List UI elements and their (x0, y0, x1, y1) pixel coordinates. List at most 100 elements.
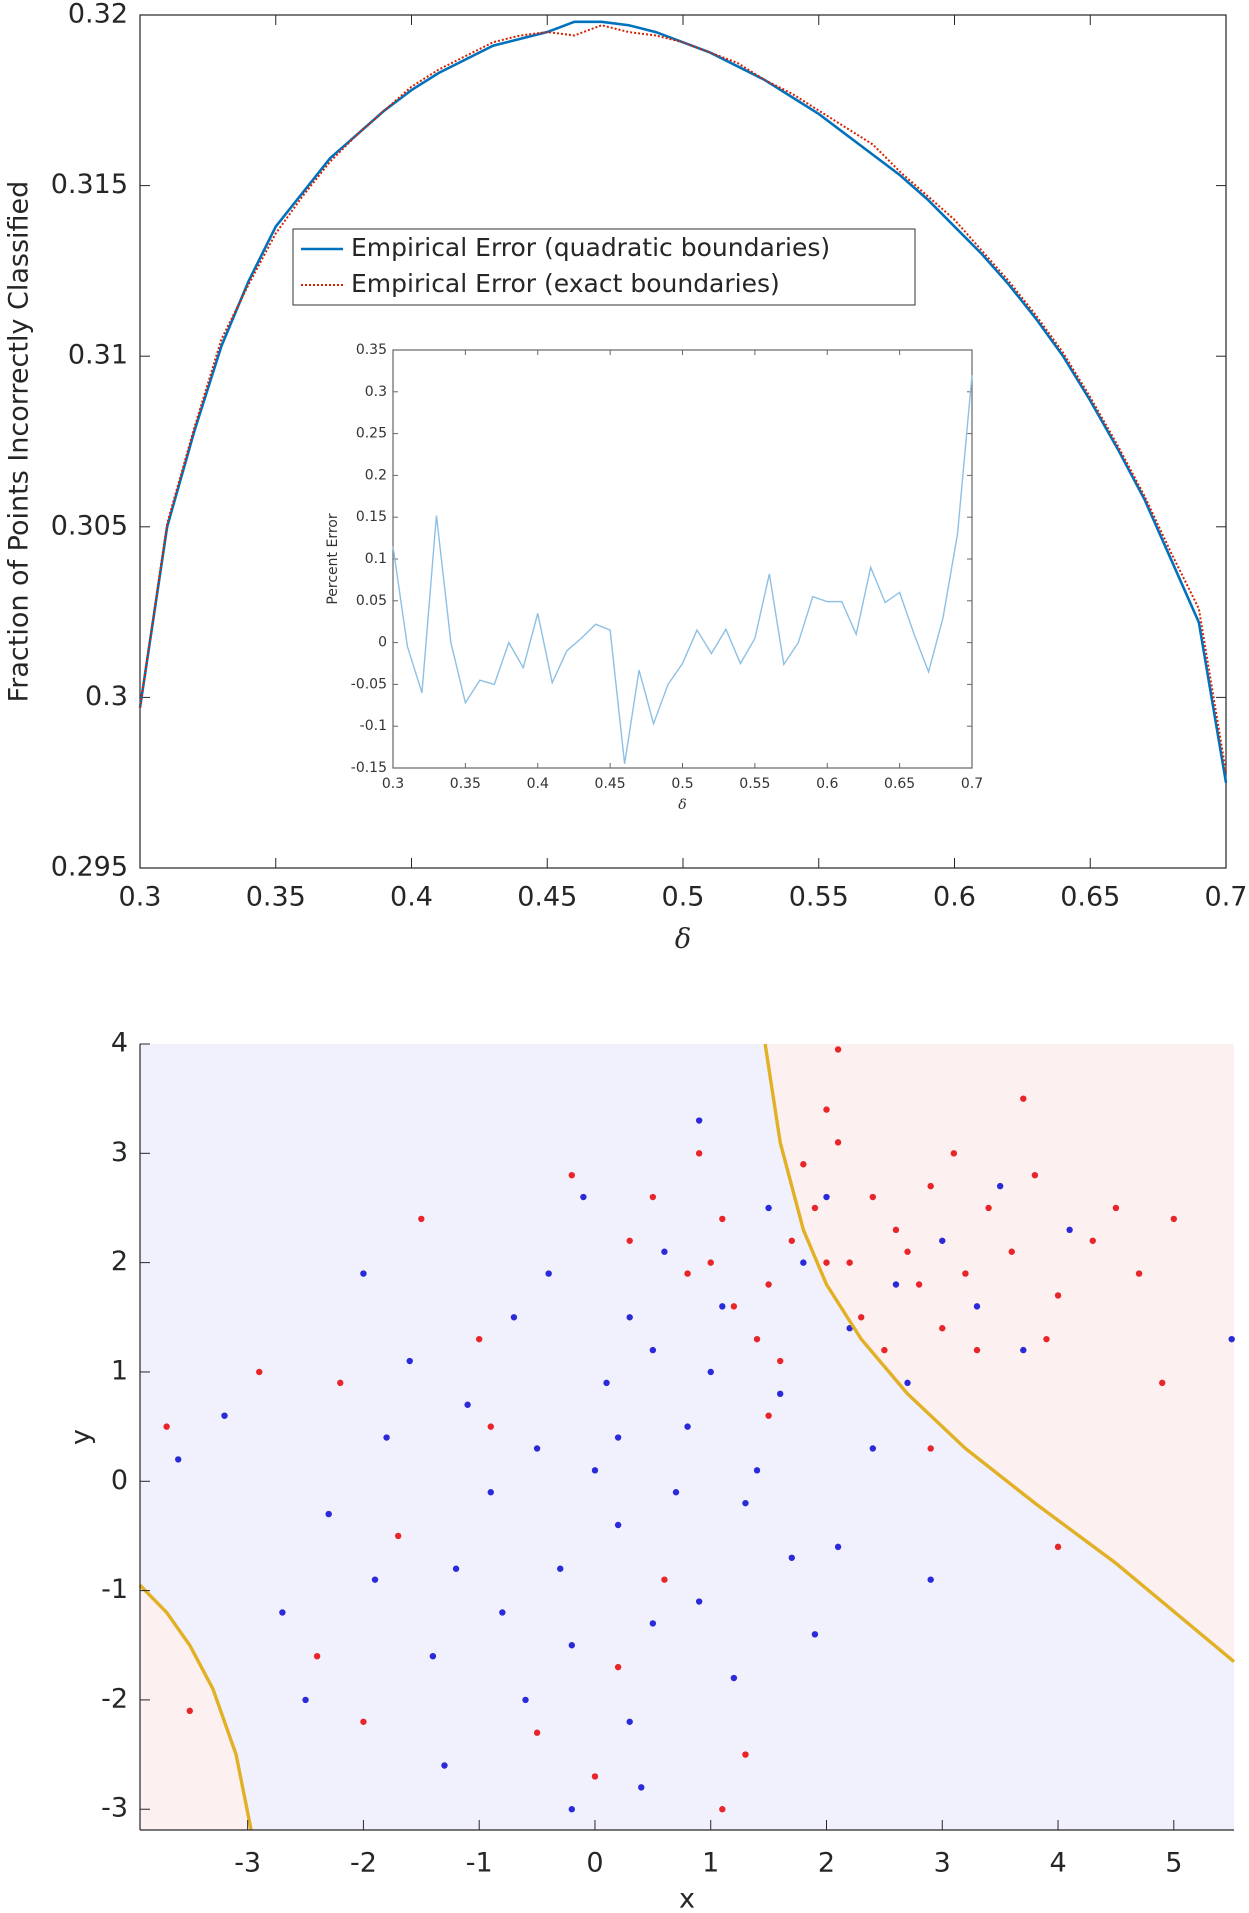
point (557, 1565, 564, 1572)
x-tick-label: 0.35 (450, 776, 481, 792)
class-region (140, 1585, 252, 1830)
y-tick-label: 0.05 (356, 593, 387, 609)
y-tick-label: 3 (111, 1137, 128, 1168)
x-tick-label: 0.4 (390, 882, 433, 913)
x-tick-label: 0.4 (527, 776, 549, 792)
x-axis-label: δ (675, 924, 691, 955)
point (360, 1718, 367, 1725)
point (487, 1423, 494, 1430)
point (1020, 1346, 1027, 1354)
point (765, 1281, 772, 1288)
y-tick-label: -3 (101, 1793, 128, 1824)
x-tick-label: 0.65 (1060, 882, 1120, 913)
point (475, 1335, 483, 1343)
y-axis-label: Fraction of Points Incorrectly Classifie… (4, 181, 35, 703)
x-tick-label: 0.45 (517, 882, 577, 913)
point (406, 1357, 413, 1365)
point (776, 1357, 784, 1365)
x-tick-label: 0.65 (884, 776, 915, 792)
point (568, 1642, 576, 1649)
point (927, 1576, 934, 1583)
y-tick-label: 0.31 (68, 340, 128, 371)
y-tick-label: 1 (111, 1355, 128, 1386)
point (892, 1281, 900, 1288)
decision-boundary (763, 1043, 1236, 1663)
point (973, 1346, 981, 1354)
point (337, 1379, 344, 1387)
point (383, 1434, 390, 1441)
point (487, 1489, 494, 1496)
point (1020, 1095, 1027, 1102)
point (996, 1182, 1004, 1190)
point (973, 1303, 981, 1310)
point (418, 1215, 425, 1223)
x-tick-label: 0.55 (789, 882, 849, 913)
point (834, 1046, 842, 1053)
point (1066, 1226, 1073, 1234)
point (707, 1368, 714, 1376)
y-tick-label: 0.305 (51, 510, 128, 541)
point (186, 1707, 193, 1715)
y-tick-label: -0.1 (360, 718, 387, 734)
point (591, 1773, 599, 1780)
x-tick-label: 0.3 (382, 776, 404, 792)
point (360, 1270, 367, 1277)
y-tick-label: -0.15 (351, 760, 387, 776)
point (522, 1696, 529, 1704)
point (1170, 1215, 1178, 1223)
x-tick-label: 0.55 (739, 776, 770, 792)
axes-box (139, 14, 1227, 869)
x-tick-label: 0.7 (961, 776, 983, 792)
x-tick-label: 2 (818, 1848, 835, 1879)
point (985, 1204, 992, 1212)
point (661, 1248, 668, 1255)
point (1112, 1204, 1120, 1212)
point (776, 1390, 784, 1398)
y-tick-label: 0.3 (365, 384, 387, 400)
point (684, 1270, 691, 1277)
y-tick-label: 0.2 (365, 467, 387, 483)
point (753, 1335, 761, 1343)
point (788, 1554, 795, 1561)
point (221, 1412, 228, 1419)
point (823, 1259, 830, 1266)
point (742, 1499, 749, 1507)
y-tick-label: 0 (111, 1465, 128, 1496)
point (279, 1609, 286, 1616)
point (950, 1150, 958, 1157)
x-tick-label: 0.35 (246, 882, 306, 913)
y-tick-label: 4 (111, 1028, 128, 1059)
point (695, 1117, 703, 1124)
x-tick-label: 0 (586, 1848, 603, 1879)
point (823, 1106, 830, 1113)
point (452, 1565, 460, 1572)
point (626, 1314, 633, 1321)
point (753, 1467, 761, 1474)
point (800, 1161, 807, 1168)
point (834, 1543, 842, 1551)
point (1054, 1292, 1062, 1299)
point (591, 1467, 599, 1474)
point (568, 1171, 576, 1179)
x-tick-label: 0.5 (671, 776, 693, 792)
x-tick-label: -3 (234, 1848, 261, 1879)
point (626, 1718, 633, 1725)
x-tick-label: -1 (466, 1848, 493, 1879)
point (302, 1696, 309, 1704)
point (765, 1412, 772, 1419)
point (256, 1368, 263, 1376)
point (939, 1325, 946, 1332)
y-tick-label: 0.25 (356, 426, 387, 442)
point (904, 1379, 911, 1387)
x-tick-label: 0.45 (595, 776, 626, 792)
x-tick-label: 0.6 (816, 776, 838, 792)
point (533, 1729, 541, 1736)
point (464, 1401, 471, 1408)
point (707, 1259, 714, 1266)
point (649, 1346, 657, 1354)
line-series (139, 24, 1227, 773)
y-axis-label: Percent Error (325, 513, 341, 604)
point (858, 1314, 865, 1321)
x-tick-label: 0.5 (662, 882, 705, 913)
